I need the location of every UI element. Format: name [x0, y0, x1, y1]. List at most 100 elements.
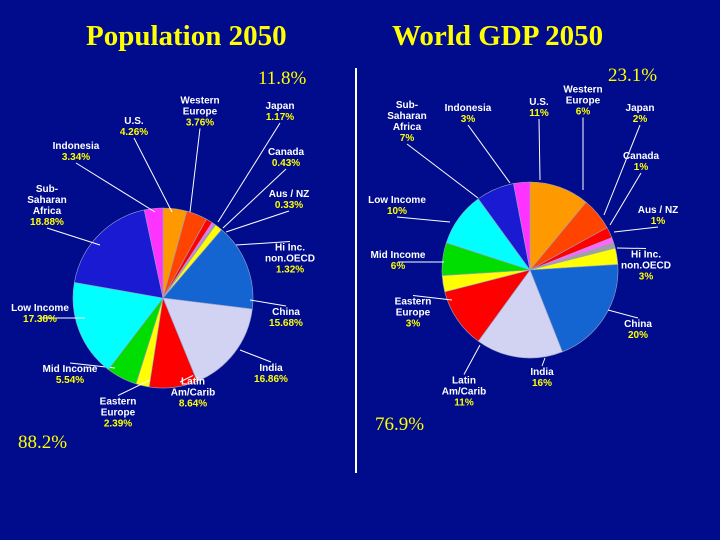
population-value-sub-saharan-africa: 18.88%: [30, 217, 64, 228]
population-rich-share: 11.8%: [258, 68, 307, 89]
population-value-china: 15.68%: [269, 318, 303, 329]
population-label-aus-nz: Aus / NZ: [269, 189, 310, 200]
population-leader-canada: [222, 168, 287, 229]
population-leader-eastern-europe: [117, 379, 151, 396]
population-slice-low-income: [72, 282, 164, 370]
population-leader-india: [239, 349, 272, 363]
gdp-slice-china: [529, 264, 619, 353]
gdp-leader-china: [607, 309, 639, 319]
population-leader-latin-am-carib: [179, 375, 194, 383]
gdp-label-eastern-europe: Eastern: [395, 297, 432, 308]
gdp-leader-indonesia: [467, 124, 511, 184]
gdp-value-china: 20%: [628, 330, 648, 341]
gdp-value-canada: 1%: [634, 162, 649, 173]
population-slice-china: [162, 229, 254, 310]
population-label-eastern-europe: Europe: [101, 408, 136, 419]
gdp-value-indonesia: 3%: [461, 114, 476, 125]
gdp-leader-low-income: [396, 216, 451, 223]
gdp-label-aus-nz: Aus / NZ: [638, 205, 679, 216]
gdp-label-u-s: U.S.: [529, 97, 549, 108]
gdp-label-china: China: [624, 319, 652, 330]
gdp-value-japan: 2%: [633, 114, 648, 125]
population-label-hi-inc-non-oecd: non.OECD: [265, 254, 315, 265]
gdp-leader-japan: [603, 124, 641, 216]
population-label-low-income: Low Income: [11, 303, 69, 314]
gdp-value-low-income: 10%: [387, 206, 407, 217]
gdp-leader-india: [541, 357, 546, 367]
gdp-leader-aus-nz: [613, 226, 659, 233]
population-value-western-europe: 3.76%: [186, 118, 214, 129]
gdp-label-sub-saharan-africa: Africa: [393, 122, 422, 133]
population-label-sub-saharan-africa: Saharan: [27, 195, 66, 206]
gdp-label-western-europe: Western: [563, 85, 602, 96]
gdp-rich-share: 23.1%: [608, 65, 658, 86]
gdp-slice-india: [477, 269, 563, 359]
population-label-india: India: [259, 363, 283, 374]
gdp-poor-share: 76.9%: [375, 414, 425, 435]
gdp-label-hi-inc-non-oecd: Hi Inc.: [631, 250, 661, 261]
population-leader-u-s: [133, 137, 173, 213]
gdp-value-mid-income: 6%: [391, 261, 406, 272]
gdp-value-western-europe: 6%: [576, 107, 591, 118]
gdp-value-hi-inc-non-oecd: 3%: [639, 272, 654, 283]
population-label-china: China: [272, 307, 300, 318]
gdp-value-u-s: 11%: [529, 108, 549, 119]
gdp-label-india: India: [530, 367, 554, 378]
population-label-western-europe: Western: [180, 96, 219, 107]
population-chart-title: Population 2050: [86, 20, 287, 52]
population-leader-china: [249, 299, 287, 307]
gdp-label-eastern-europe: Europe: [396, 308, 431, 319]
population-leader-japan: [217, 122, 281, 223]
population-label-sub-saharan-africa: Sub-: [36, 184, 58, 195]
gdp-label-mid-income: Mid Income: [370, 250, 425, 261]
gdp-value-eastern-europe: 3%: [406, 319, 421, 330]
gdp-label-latin-am-carib: Am/Carib: [442, 387, 486, 398]
population-label-mid-income: Mid Income: [42, 364, 97, 375]
population-value-india: 16.86%: [254, 374, 288, 385]
population-value-aus-nz: 0.33%: [275, 200, 303, 211]
population-leader-indonesia: [75, 162, 156, 213]
gdp-leader-eastern-europe: [412, 295, 453, 301]
gdp-label-indonesia: Indonesia: [445, 103, 492, 114]
population-value-canada: 0.43%: [272, 158, 300, 169]
population-leader-aus-nz: [225, 210, 290, 233]
population-label-western-europe: Europe: [183, 107, 218, 118]
gdp-slice-indonesia: [513, 181, 531, 271]
gdp-label-sub-saharan-africa: Saharan: [387, 111, 426, 122]
gdp-label-western-europe: Europe: [566, 96, 601, 107]
population-value-mid-income: 5.54%: [56, 375, 84, 386]
population-label-eastern-europe: Eastern: [100, 397, 137, 408]
population-leader-western-europe: [189, 128, 201, 213]
population-label-hi-inc-non-oecd: Hi Inc.: [275, 243, 305, 254]
population-label-sub-saharan-africa: Africa: [33, 206, 62, 217]
population-value-hi-inc-non-oecd: 1.32%: [276, 265, 304, 276]
population-leader-hi-inc-non-oecd: [235, 241, 291, 246]
gdp-leader-canada: [609, 172, 642, 226]
population-leader-sub-saharan-africa: [46, 227, 101, 246]
population-value-indonesia: 3.34%: [62, 152, 90, 163]
gdp-label-sub-saharan-africa: Sub-: [396, 100, 418, 111]
population-slice-sub-saharan-africa: [74, 209, 164, 299]
population-value-u-s: 4.26%: [120, 127, 148, 138]
gdp-leader-u-s: [538, 118, 541, 181]
population-poor-share: 88.2%: [18, 432, 68, 453]
gdp-label-canada: Canada: [623, 151, 660, 162]
gdp-leader-hi-inc-non-oecd: [616, 247, 647, 249]
gdp-chart-title: World GDP 2050: [392, 20, 604, 52]
gdp-value-india: 16%: [532, 378, 552, 389]
population-value-latin-am-carib: 8.64%: [179, 399, 207, 410]
population-slice-indonesia: [143, 207, 164, 299]
gdp-label-low-income: Low Income: [368, 195, 426, 206]
population-value-japan: 1.17%: [266, 112, 294, 123]
population-label-indonesia: Indonesia: [53, 141, 100, 152]
population-label-japan: Japan: [266, 101, 295, 112]
center-divider: [355, 68, 357, 473]
population-value-low-income: 17.38%: [23, 314, 57, 325]
gdp-leader-sub-saharan-africa: [406, 143, 479, 199]
gdp-value-sub-saharan-africa: 7%: [400, 133, 415, 144]
gdp-label-latin-am-carib: Latin: [452, 376, 476, 387]
population-label-canada: Canada: [268, 147, 305, 158]
